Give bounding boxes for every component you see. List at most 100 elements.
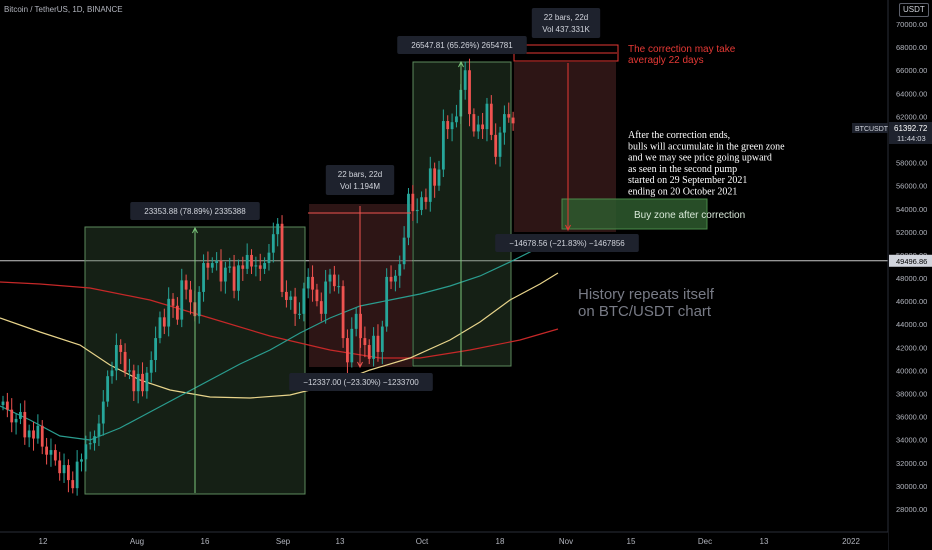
dip-label: −12337.00 (−23.30%) −1233700 [289, 373, 433, 391]
candle-body [337, 286, 341, 288]
price-tick-label: 68000.00 [896, 43, 927, 52]
candle-body [367, 345, 371, 359]
dip-bars-label-text: Vol 1.194M [340, 182, 380, 191]
price-tick-label: 38000.00 [896, 390, 927, 399]
price-tick-label: 48000.00 [896, 274, 927, 283]
candle-body [446, 121, 450, 130]
candle-body [158, 317, 162, 339]
candle-body [494, 134, 498, 157]
candle-body [237, 265, 240, 291]
last-price-value: 61392.72 [894, 124, 928, 133]
price-tick-label: 62000.00 [896, 112, 927, 121]
projection-bars-label-box [531, 8, 601, 38]
candle-body [132, 370, 136, 392]
candle-body [437, 169, 441, 186]
candle-body [315, 289, 319, 302]
candle-body [394, 275, 397, 282]
candle-body [468, 70, 471, 115]
pump2-label-text: 26547.81 (65.26%) 2654781 [411, 41, 513, 50]
candle-body [215, 260, 219, 264]
price-tick-label: 56000.00 [896, 182, 927, 191]
pump1-label: 23353.88 (78.89%) 2335388 [130, 202, 260, 220]
candle-body [23, 411, 27, 438]
explanation-text: and we may see price going upward [628, 153, 772, 164]
candle-body [106, 376, 110, 402]
candle-body [171, 298, 175, 306]
history-text: History repeats itself [578, 286, 715, 303]
candle-body [228, 266, 232, 268]
candle-body [389, 276, 393, 282]
candle-body [84, 444, 88, 460]
candle-body [189, 289, 192, 303]
correction-note: The correction may take [628, 44, 736, 55]
candle-body [324, 281, 328, 314]
time-tick-label: Nov [559, 537, 573, 546]
candle-body [101, 401, 105, 424]
candle-body [67, 465, 70, 481]
candle-body [346, 338, 349, 363]
candle-body [40, 425, 44, 447]
candle-body [485, 103, 489, 130]
pump1-label-text: 23353.88 (78.89%) 2335388 [144, 207, 246, 216]
price-tick-label: 52000.00 [896, 228, 927, 237]
projection-label-box [495, 234, 639, 252]
correction-note: averagly 22 days [628, 55, 704, 66]
candle-body [498, 132, 502, 157]
candle-body [88, 443, 92, 445]
currency-button[interactable]: USDT [899, 3, 929, 17]
candle-body [276, 223, 280, 235]
last-price-symbol-badge [852, 123, 888, 133]
candle-body [180, 280, 184, 320]
candle-body [14, 418, 18, 423]
candle-body [441, 121, 445, 170]
candle-body [62, 465, 66, 474]
candle-body [123, 351, 127, 372]
hline-price-badge [889, 254, 932, 267]
candle-body [341, 286, 345, 339]
candle-body [385, 276, 389, 327]
candle-body [58, 460, 62, 474]
candle-body [332, 274, 336, 287]
price-tick-label: 44000.00 [896, 320, 927, 329]
candle-body [184, 280, 188, 290]
candle-body [114, 345, 118, 371]
candle-body [136, 373, 140, 392]
candle-body [19, 411, 22, 419]
dip-label-box [289, 373, 433, 391]
candle-body [232, 266, 236, 291]
candle-body [507, 114, 511, 118]
price-axis [888, 0, 932, 550]
candle-body [49, 450, 53, 455]
price-tick-label: 34000.00 [896, 436, 927, 445]
candle-body [289, 296, 293, 300]
candle-body [380, 326, 384, 352]
candle-body [202, 263, 205, 292]
candle-body [245, 254, 249, 269]
projection-arrowhead [565, 224, 571, 232]
candle-body [407, 193, 410, 238]
buy-zone-label: Buy zone after correction [634, 210, 745, 221]
candle-body [5, 401, 9, 410]
candle-body [476, 124, 480, 132]
candle-body [511, 117, 515, 124]
candle-body [75, 461, 79, 489]
candle-body [210, 263, 214, 268]
symbol-title: Bitcoin / TetherUS, 1D, BINANCE [4, 5, 123, 14]
candle-body [149, 360, 153, 373]
candle-body [420, 197, 423, 210]
time-tick-label: Aug [130, 537, 144, 546]
candle-body [45, 446, 48, 455]
time-tick-label: Sep [276, 537, 291, 546]
candle-body [80, 459, 83, 462]
candle-body [10, 409, 14, 423]
candle-body [141, 373, 144, 392]
price-tick-label: 36000.00 [896, 413, 927, 422]
time-tick-label: 12 [39, 537, 48, 546]
price-tick-label: 54000.00 [896, 205, 927, 214]
candle-body [285, 291, 288, 300]
candle-body [250, 254, 253, 267]
candle-body [128, 370, 131, 372]
projection-bars-label-text: Vol 437.331K [542, 25, 590, 34]
